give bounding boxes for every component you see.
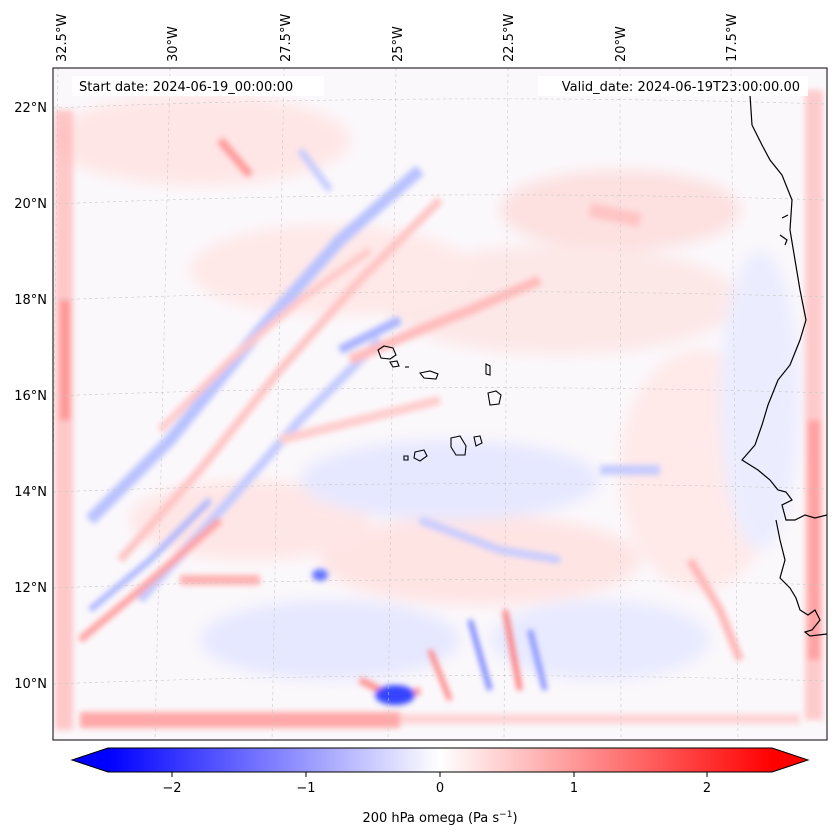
- lon-label-17-5w: 17.5°W: [725, 14, 740, 62]
- lon-label-22-5w: 22.5°W: [502, 14, 517, 62]
- lon-label-32-5w: 32.5°W: [55, 14, 70, 62]
- colorbar-label-end: ): [512, 811, 517, 826]
- lon-label-30w: 30°W: [166, 26, 181, 62]
- omega-broad-field: [53, 95, 800, 680]
- lat-label-12n: 12°N: [14, 581, 47, 596]
- lat-label-22n: 22°N: [14, 101, 47, 116]
- colorbar-tick-2: 2: [703, 781, 711, 796]
- lat-label-20n: 20°N: [14, 197, 47, 212]
- valid-date-text: Valid_date: 2024-06-19T23:00:00.00: [562, 80, 800, 95]
- colorbar-extend-max: [772, 748, 808, 772]
- gridlines: [53, 68, 827, 740]
- colorbar-outline: [70, 747, 810, 773]
- lat-label-10n: 10°N: [14, 677, 47, 692]
- lat-label-16n: 16°N: [14, 389, 47, 404]
- colorbar-label: 200 hPa omega (Pa s−1): [362, 810, 517, 826]
- map-panel: [53, 68, 827, 740]
- coastline: [741, 94, 827, 637]
- colorbar-extend-min: [72, 748, 108, 772]
- start-date-box: [72, 76, 324, 96]
- colorbar-tick-neg2: −2: [162, 781, 181, 796]
- colorbar-tick-neg1: −1: [296, 781, 315, 796]
- lon-label-27-5w: 27.5°W: [279, 14, 294, 62]
- map-frame: [52, 67, 828, 741]
- boundary-strips: [55, 90, 823, 730]
- colorbar-ticks: [171, 772, 708, 777]
- lat-label-14n: 14°N: [14, 485, 47, 500]
- colorbar-tick-1: 1: [570, 781, 578, 796]
- colorbar-label-main: 200 hPa omega (Pa s: [362, 811, 499, 826]
- lon-label-20w: 20°W: [614, 26, 629, 62]
- start-date-text: Start date: 2024-06-19_00:00:00: [79, 80, 293, 95]
- lon-label-25w: 25°W: [391, 26, 406, 62]
- omega-streaks: [77, 137, 744, 705]
- longitude-labels: 32.5°W 30°W 27.5°W 25°W 22.5°W 20°W 17.5…: [55, 14, 740, 62]
- colorbar: −2 −1 0 1 2 200 hPa omega (Pa s−1): [70, 747, 810, 826]
- latitude-labels: 22°N 20°N 18°N 16°N 14°N 12°N 10°N: [14, 101, 47, 692]
- colorbar-label-sup: −1: [499, 810, 512, 820]
- colorbar-tick-0: 0: [436, 781, 444, 796]
- cape-verde-islands: [377, 345, 502, 462]
- colorbar-gradient: [108, 748, 772, 772]
- valid-date-box: [538, 76, 808, 96]
- lat-label-18n: 18°N: [14, 293, 47, 308]
